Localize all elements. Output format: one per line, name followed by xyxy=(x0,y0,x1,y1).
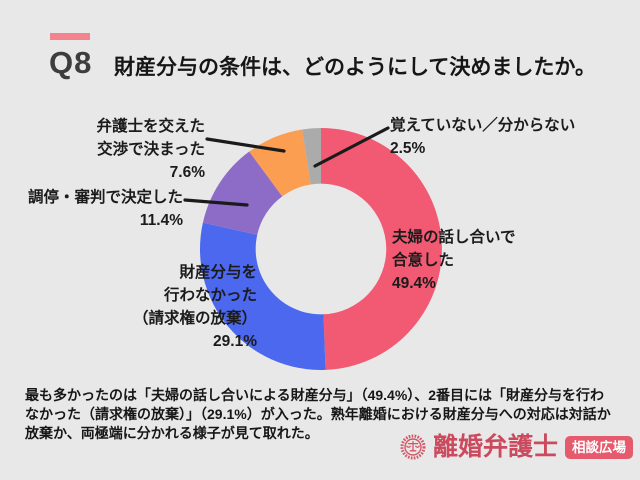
callout-waiver-pct: 29.1% xyxy=(213,333,257,350)
callout-waiver-line2: 行わなかった xyxy=(163,287,257,304)
callout-lawyer-pct: 7.6% xyxy=(169,164,205,181)
scales-emblem-icon xyxy=(400,434,426,460)
callout-mediation-line1: 調停・審判で決定した xyxy=(27,189,183,206)
callout-couple-pct: 49.4% xyxy=(392,275,436,292)
donut-slice-2 xyxy=(202,151,283,235)
callout-couple-line2: 合意した xyxy=(392,252,455,269)
donut-slice-1 xyxy=(199,222,326,370)
summary-line-1: 最も多かったのは「夫婦の話し合いによる財産分与」（49.4%）、2番目には「財産… xyxy=(25,387,605,403)
callout-couple-line1: 夫婦の話し合いで xyxy=(392,229,516,246)
summary-text: 最も多かったのは「夫婦の話し合いによる財産分与」（49.4%）、2番目には「財産… xyxy=(25,386,611,443)
title-accent-line xyxy=(50,33,90,40)
brand-badge: 相談広場 xyxy=(565,435,634,459)
callout-unknown-pct: 2.5% xyxy=(390,140,426,157)
callout-waiver-line3: （請求権の放棄） xyxy=(132,310,257,327)
callout-mediation-pct: 11.4% xyxy=(139,212,183,229)
callout-waiver-line1: 財産分与を xyxy=(179,264,257,281)
callout-mediation: 調停・審判で決定した 11.4% xyxy=(28,186,183,232)
callout-lawyer-line2: 交渉で決まった xyxy=(97,141,205,158)
callout-couple: 夫婦の話し合いで 合意した 49.4% xyxy=(392,226,516,295)
donut-chart xyxy=(199,128,442,370)
page-title: 財産分与の条件は、どのようにして決めましたか。 xyxy=(114,56,596,79)
callout-unknown: 覚えていない／分からない 2.5% xyxy=(390,114,575,160)
brand-name: 離婚弁護士 xyxy=(433,433,559,461)
summary-line-3: 放棄か、両極端に分かれる様子が見て取れた。 xyxy=(25,425,319,441)
donut-slice-0 xyxy=(321,128,442,370)
callout-lawyer-line1: 弁護士を交えた xyxy=(96,118,205,135)
question-number: Q8 xyxy=(49,45,93,80)
callout-waiver: 財産分与を 行わなかった （請求権の放棄） 29.1% xyxy=(133,261,257,353)
summary-line-2: なかった（請求権の放棄）」（29.1%）が入った。熟年離婚における財産分与への対… xyxy=(25,406,611,422)
callout-lawyer: 弁護士を交えた 交渉で決まった 7.6% xyxy=(96,115,205,184)
callout-unknown-line1: 覚えていない／分からない xyxy=(390,117,576,134)
brand-logo: 離婚弁護士 相談広場 xyxy=(400,433,634,461)
